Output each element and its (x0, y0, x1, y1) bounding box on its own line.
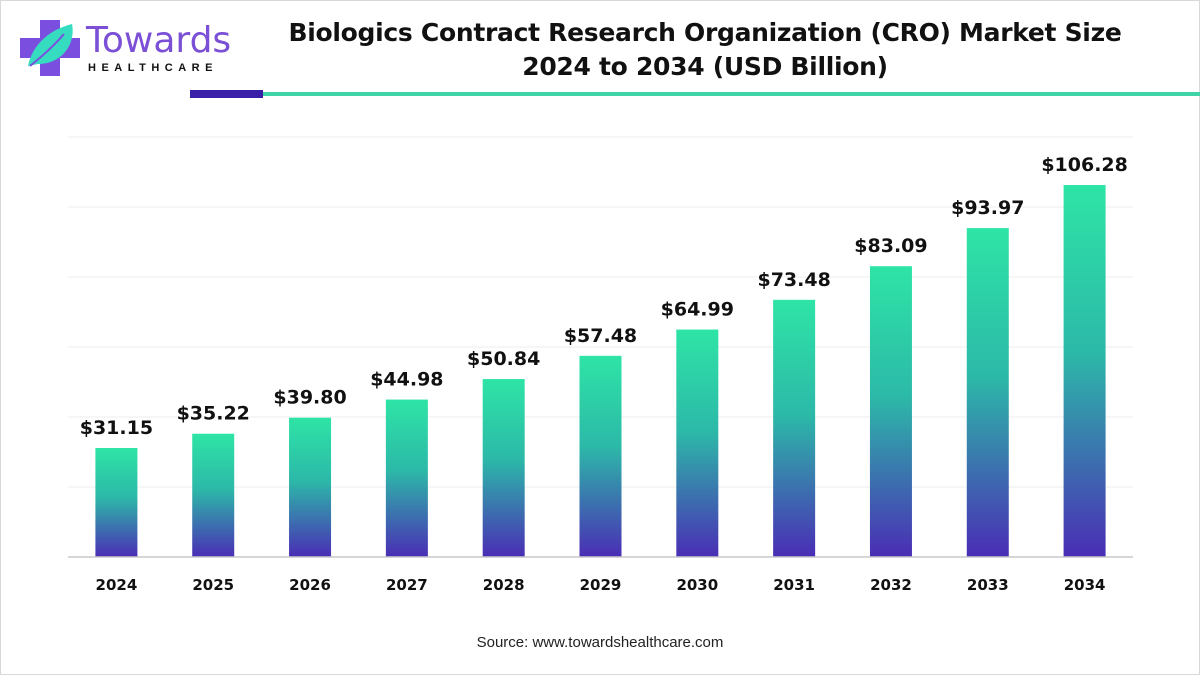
x-tick-label: 2027 (386, 576, 428, 594)
logo: Towards HEALTHCARE (18, 18, 231, 78)
x-tick-label: 2025 (192, 576, 234, 594)
data-label: $44.98 (370, 369, 443, 391)
bar-2033 (966, 228, 1009, 558)
bar-2028 (482, 379, 525, 557)
data-label: $57.48 (564, 325, 637, 347)
logo-word: Towards (86, 20, 232, 61)
logo-cross-leaf-icon (20, 20, 80, 76)
chart-title: Biologics Contract Research Organization… (270, 16, 1140, 84)
x-tick-label: 2026 (289, 576, 331, 594)
x-tick-label: 2029 (580, 576, 622, 594)
logo-subtitle: HEALTHCARE (88, 62, 218, 74)
bar-2027 (385, 399, 428, 557)
bar-2031 (773, 299, 816, 557)
bar-2029 (579, 355, 622, 557)
data-label: $73.48 (757, 269, 830, 291)
x-tick-label: 2033 (967, 576, 1009, 594)
x-tick-label: 2024 (96, 576, 138, 594)
x-tick-label: 2028 (483, 576, 525, 594)
bar-2024 (95, 447, 138, 557)
data-label: $93.97 (951, 197, 1024, 219)
data-label: $64.99 (661, 299, 734, 321)
bar-2032 (869, 266, 912, 557)
title-line-2: 2024 to 2034 (USD Billion) (522, 52, 888, 81)
data-label: $31.15 (80, 417, 153, 439)
bar-2030 (676, 329, 719, 557)
title-line-1: Biologics Contract Research Organization… (288, 18, 1122, 47)
data-label: $106.28 (1041, 154, 1128, 176)
x-tick-label: 2030 (676, 576, 718, 594)
header-accent-teal (263, 92, 1200, 96)
data-label: $35.22 (177, 403, 250, 425)
bar-2034 (1063, 185, 1106, 557)
x-tick-label: 2032 (870, 576, 912, 594)
source-note: Source: www.towardshealthcare.com (476, 634, 724, 651)
x-tick-label: 2034 (1064, 576, 1106, 594)
data-label: $50.84 (467, 348, 540, 370)
bar-2025 (192, 433, 235, 557)
data-label: $39.80 (273, 387, 346, 409)
header-accent-dark (190, 90, 263, 98)
bar-2026 (289, 417, 332, 557)
data-label: $83.09 (854, 235, 927, 257)
x-tick-label: 2031 (773, 576, 815, 594)
